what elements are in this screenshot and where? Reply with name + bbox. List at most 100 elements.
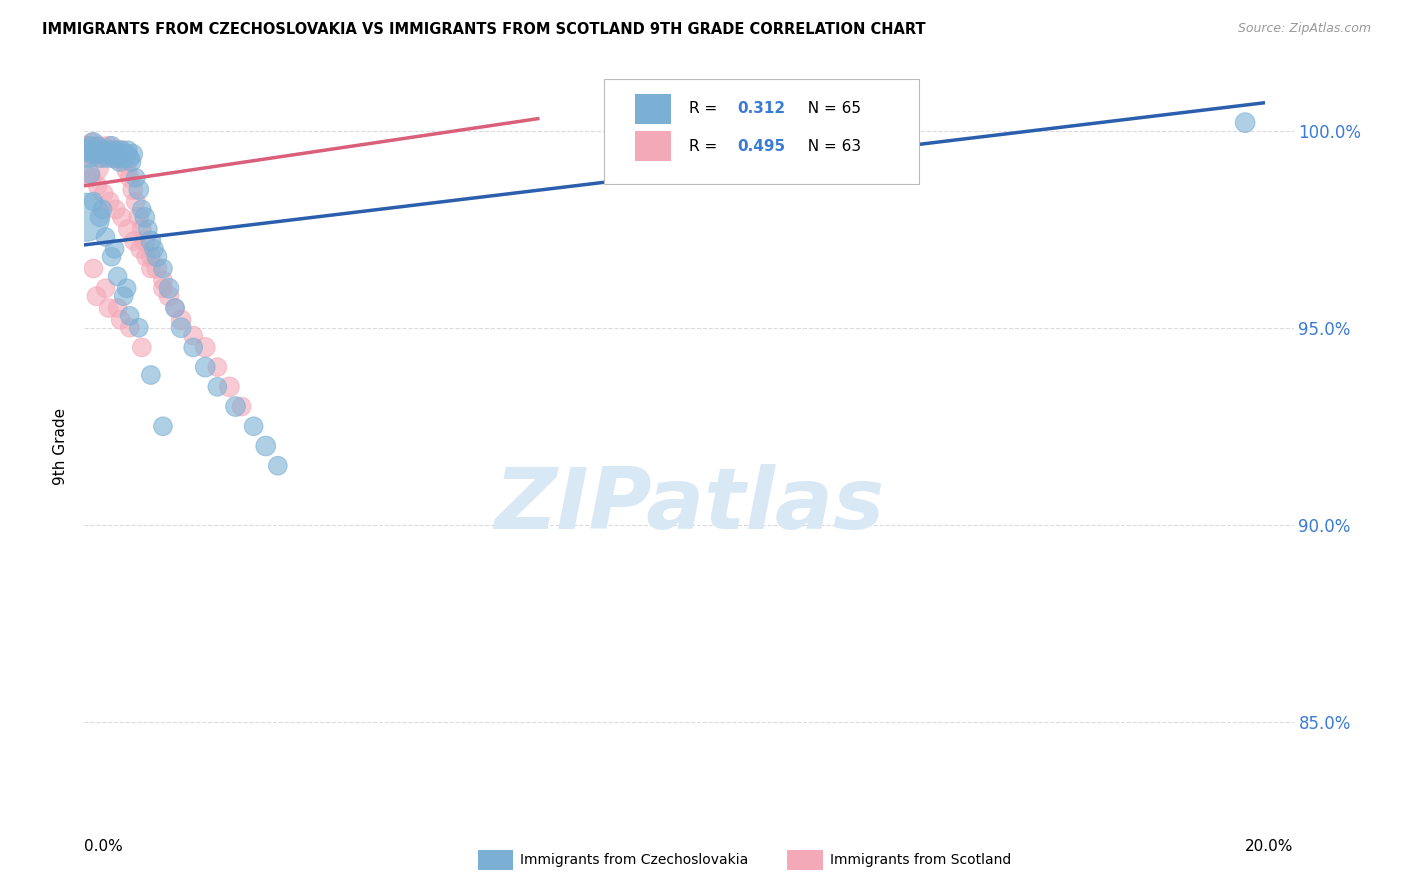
Point [112,155,135,169]
Point [231,400,253,414]
Point [103,151,125,165]
Point [157,289,180,303]
Point [98,147,121,161]
Point [111,211,134,225]
Point [131,202,153,217]
Point [86,178,108,193]
Point [76,143,98,157]
Point [80,170,103,185]
Point [100,143,122,157]
Point [94,143,117,157]
Point [89,143,111,157]
Point [152,273,174,287]
Point [80,147,103,161]
Point [254,439,277,453]
Point [86,147,108,161]
Point [131,340,153,354]
Text: Source: ZipAtlas.com: Source: ZipAtlas.com [1237,22,1371,36]
Point [100,139,122,153]
Point [121,147,143,161]
Text: 0.312: 0.312 [737,102,786,116]
Point [108,147,131,161]
Point [107,301,129,315]
Point [118,151,141,165]
Point [118,320,141,334]
FancyBboxPatch shape [634,131,671,161]
Point [93,186,115,201]
Point [207,380,229,394]
Point [122,234,145,248]
Point [98,147,121,161]
Point [152,261,174,276]
Point [115,163,138,178]
Point [207,360,229,375]
Text: R =: R = [689,139,723,153]
Point [165,301,187,315]
Point [165,301,187,315]
Point [115,281,138,295]
Point [90,151,112,165]
Point [121,183,143,197]
Point [84,139,107,153]
Point [139,261,162,276]
Point [218,380,240,394]
Point [118,170,141,185]
Point [170,313,193,327]
Point [152,281,174,295]
Point [86,139,108,153]
Point [82,143,104,157]
Point [181,328,204,343]
Point [112,289,135,303]
Point [107,151,129,165]
Point [104,143,127,157]
Point [146,250,169,264]
Point [111,143,134,157]
Text: IMMIGRANTS FROM CZECHOSLOVAKIA VS IMMIGRANTS FROM SCOTLAND 9TH GRADE CORRELATION: IMMIGRANTS FROM CZECHOSLOVAKIA VS IMMIGR… [42,22,925,37]
Point [194,340,217,354]
Point [157,281,180,295]
Point [115,147,138,161]
Point [242,419,264,434]
Point [117,143,139,157]
Point [194,360,217,375]
Text: N = 63: N = 63 [797,139,860,153]
Point [80,136,103,150]
Point [107,147,129,161]
Point [103,147,125,161]
Point [89,211,111,225]
Point [125,194,148,209]
Point [267,458,290,473]
Point [104,143,127,157]
Point [97,139,120,153]
Point [79,167,101,181]
Point [84,143,107,157]
Point [135,250,157,264]
Point [91,147,114,161]
Point [114,151,136,165]
Point [139,234,162,248]
FancyBboxPatch shape [605,78,918,184]
Point [121,155,143,169]
Point [128,320,150,334]
Point [128,183,150,197]
Point [131,222,153,236]
Point [170,320,193,334]
Point [89,143,111,157]
Point [76,139,98,153]
Point [82,261,104,276]
Text: 0.0%: 0.0% [84,839,124,855]
Text: ZIPatlas: ZIPatlas [494,465,884,548]
Text: N = 65: N = 65 [797,102,860,116]
Point [104,147,127,161]
Point [86,139,108,153]
Text: 20.0%: 20.0% [1246,839,1294,855]
Point [134,211,156,225]
Point [94,147,117,161]
Point [94,230,117,244]
Point [86,147,108,161]
Point [104,202,127,217]
Point [107,269,129,284]
Text: 0.495: 0.495 [737,139,786,153]
Point [104,151,127,165]
Point [110,151,132,165]
